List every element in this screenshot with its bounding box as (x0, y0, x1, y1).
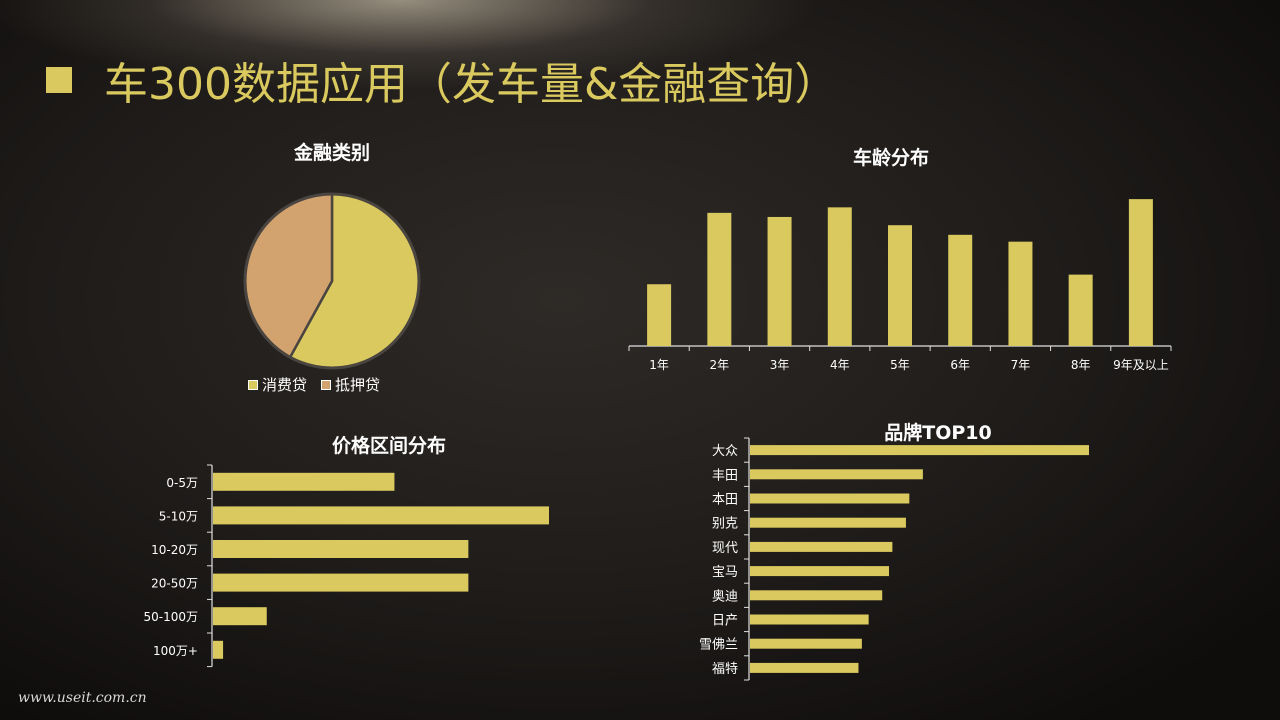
bar (750, 469, 923, 480)
bar (707, 212, 732, 346)
slide-title: 车300数据应用（发车量&金融查询） (46, 50, 838, 110)
title-bullet-square (46, 67, 72, 93)
legend-label: 抵押贷 (335, 376, 381, 394)
legend-swatch (248, 379, 258, 390)
legend-label: 消费贷 (262, 376, 308, 394)
y-tick-label: 奥迪 (712, 589, 738, 604)
bar (948, 234, 973, 346)
legend-item-mortgage: 抵押贷 (321, 374, 380, 395)
y-tick-label: 本田 (712, 493, 738, 508)
y-tick-label: 宝马 (712, 565, 738, 580)
bar (647, 284, 672, 346)
price-chart-title: 价格区间分布 (331, 435, 446, 457)
bar (213, 640, 224, 659)
x-tick-label: 8年 (1071, 358, 1091, 372)
y-tick-label: 100万+ (153, 644, 198, 658)
bar (750, 445, 1089, 456)
x-tick-label: 1年 (649, 358, 669, 372)
y-tick-label: 50-100万 (143, 610, 198, 624)
x-tick-label: 6年 (950, 358, 970, 372)
y-tick-label: 福特 (712, 662, 738, 677)
x-tick-label: 7年 (1011, 358, 1031, 372)
x-tick-label: 2年 (710, 358, 730, 372)
bar (750, 517, 906, 528)
x-tick-label: 9年及以上 (1113, 358, 1169, 372)
watermark: www.useit.com.cn (18, 690, 147, 706)
pie-chart-title: 金融类别 (293, 142, 370, 164)
pie-legend: 消费贷 抵押贷 (248, 374, 394, 395)
x-tick-label: 4年 (830, 358, 850, 372)
y-tick-label: 大众 (712, 444, 738, 459)
x-tick-label: 5年 (890, 358, 910, 372)
bar (750, 590, 883, 601)
bar (213, 607, 267, 626)
bar (750, 662, 859, 673)
x-tick-label: 3年 (770, 358, 790, 372)
bar (750, 541, 893, 552)
brand-chart-title: 品牌TOP10 (884, 422, 992, 444)
bar (213, 472, 395, 491)
legend-item-consumer: 消费贷 (248, 374, 307, 395)
bar (1008, 241, 1033, 346)
y-tick-label: 10-20万 (151, 543, 198, 557)
y-tick-label: 日产 (712, 614, 738, 629)
slide-title-text: 车300数据应用（发车量&金融查询） (104, 59, 839, 110)
bar (750, 614, 869, 625)
bar (767, 216, 792, 346)
bar (1128, 199, 1153, 346)
y-tick-label: 别克 (712, 517, 738, 532)
bar (213, 573, 469, 592)
y-tick-label: 丰田 (712, 468, 738, 483)
bar (1068, 274, 1093, 346)
bar (750, 493, 910, 504)
bar (213, 506, 549, 525)
y-tick-label: 雪佛兰 (699, 638, 738, 653)
bar (827, 207, 852, 346)
age-chart-title: 车龄分布 (852, 147, 929, 169)
legend-swatch (321, 379, 332, 390)
pie-outline (243, 192, 421, 370)
bar (213, 540, 469, 558)
bar (750, 566, 889, 577)
y-tick-label: 5-10万 (159, 509, 198, 523)
y-tick-label: 20-50万 (151, 577, 198, 591)
bar (750, 638, 862, 649)
y-tick-label: 0-5万 (166, 476, 198, 490)
bar (888, 225, 912, 346)
y-tick-label: 现代 (712, 541, 738, 556)
